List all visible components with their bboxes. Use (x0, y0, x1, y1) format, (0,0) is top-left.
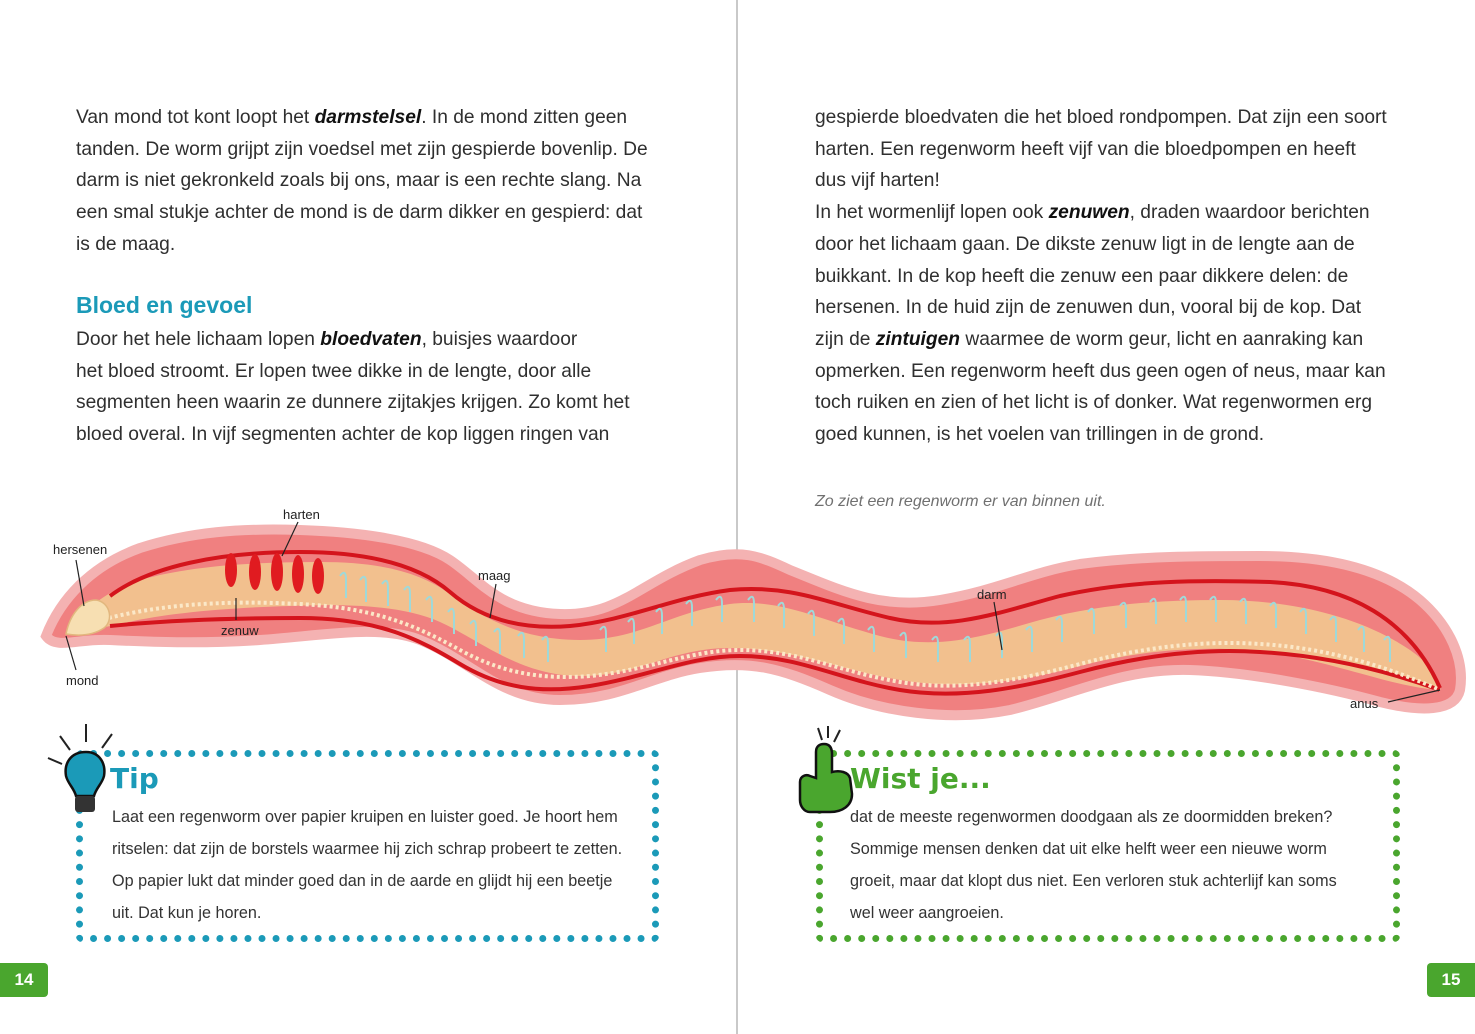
page-number: 15 (1427, 963, 1475, 997)
text-run: is de maag. (76, 233, 176, 255)
text-line: een smal stukje achter de mond is de dar… (76, 197, 696, 229)
text-run: darm is niet gekronkeld zoals bij ons, m… (76, 170, 642, 192)
label-anus: anus (1350, 696, 1379, 711)
text-run: buikkant. In de kop heeft die zenuw een … (815, 265, 1349, 287)
box-line: dat de meeste regenwormen doodgaan als z… (850, 808, 1333, 826)
text-run: In het wormenlijf lopen ook (815, 202, 1049, 224)
text-run: toch ruiken en zien of het licht is of d… (815, 392, 1373, 414)
page-number: 14 (0, 963, 48, 997)
text-run: hersenen. In de huid zijn de zenuwen dun… (815, 297, 1362, 319)
label-maag: maag (478, 568, 511, 583)
text-line: bloed overal. In vijf segmenten achter d… (76, 419, 696, 451)
worm-illustration: hersenen harten maag zenuw mond darm anu… (40, 507, 1466, 721)
text-run: door het lichaam gaan. De dikste zenuw l… (815, 233, 1355, 255)
text-line: opmerken. Een regenworm heeft dus geen o… (815, 356, 1445, 388)
text-run: tanden. De worm grijpt zijn voedsel met … (76, 138, 648, 160)
text-run: gespierde bloedvaten die het bloed rondp… (815, 107, 1387, 128)
text-run: dus vijf harten! (815, 170, 940, 192)
key-term: darmstelsel (314, 107, 422, 128)
key-term: bloedvaten (320, 329, 422, 350)
text-run: opmerken. Een regenworm heeft dus geen o… (815, 360, 1386, 382)
paragraph-nerves: gespierde bloedvaten die het bloed rondp… (815, 102, 1445, 451)
key-term: zenuwen (1048, 202, 1130, 224)
wist-je-title: Wist je... (850, 762, 991, 795)
worm-segments (339, 571, 1391, 662)
label-zenuw: zenuw (221, 623, 259, 638)
box-line: Sommige mensen denken dat uit elke helft… (850, 840, 1327, 858)
text-run: zijn de (815, 328, 876, 350)
text-line: goed kunnen, is het voelen van trillinge… (815, 419, 1445, 451)
text-run: , draden waardoor berichten (1129, 202, 1370, 224)
label-hersenen: hersenen (53, 542, 107, 557)
text-line: toch ruiken en zien of het licht is of d… (815, 387, 1445, 419)
tip-box (76, 750, 659, 942)
text-line: Door het hele lichaam lopen bloedvaten, … (76, 324, 696, 356)
box-line: Laat een regenworm over papier kruipen e… (112, 808, 618, 826)
text-line: segmenten heen waarin ze dunnere zijtakj… (76, 387, 696, 419)
pointing-hand-icon (798, 726, 854, 814)
text-line: Van mond tot kont loopt het darmstelsel.… (76, 102, 696, 134)
worm-hearts (225, 553, 324, 594)
wist-je-box (816, 750, 1400, 942)
label-mond: mond (66, 673, 99, 688)
text-line: hersenen. In de huid zijn de zenuwen dun… (815, 292, 1445, 324)
worm-caption: Zo ziet een regenworm er van binnen uit. (815, 493, 1106, 510)
box-line: uit. Dat kun je horen. (112, 904, 262, 922)
box-line: Op papier lukt dat minder goed dan in de… (112, 872, 613, 890)
key-term: zintuigen (875, 328, 960, 350)
label-darm: darm (977, 587, 1007, 602)
text-line: darm is niet gekronkeld zoals bij ons, m… (76, 165, 696, 197)
paragraph-digestive: Van mond tot kont loopt het darmstelsel.… (76, 102, 696, 261)
worm-brain (65, 599, 111, 636)
text-line: buikkant. In de kop heeft die zenuw een … (815, 261, 1445, 293)
worm-gut (70, 562, 1441, 690)
blood-vessel-bottom (109, 615, 1441, 696)
text-run: segmenten heen waarin ze dunnere zijtakj… (76, 392, 630, 414)
text-run: . In de mond zitten geen (421, 107, 628, 128)
tip-title: Tip (110, 762, 159, 795)
blood-vessel-top (108, 549, 1442, 689)
tip-text: Laat een regenworm over papier kruipen e… (112, 801, 652, 929)
wist-je-text: dat de meeste regenwormen doodgaan als z… (850, 801, 1390, 929)
text-line: tanden. De worm grijpt zijn voedsel met … (76, 134, 696, 166)
section-heading: Bloed en gevoel (76, 292, 253, 318)
text-line: harten. Een regenworm heeft vijf van die… (815, 134, 1445, 166)
text-line: dus vijf harten! (815, 165, 1445, 197)
paragraph-blood: Door het hele lichaam lopen bloedvaten, … (76, 324, 696, 451)
text-run: goed kunnen, is het voelen van trillinge… (815, 424, 1265, 446)
text-run: bloed overal. In vijf segmenten achter d… (76, 424, 610, 446)
text-run: het bloed stroomt. Er lopen twee dikke i… (76, 360, 592, 382)
text-line: In het wormenlijf lopen ook zenuwen, dra… (815, 197, 1445, 229)
text-line: is de maag. (76, 229, 696, 261)
box-line: ritselen: dat zijn de borstels waarmee h… (112, 840, 623, 858)
text-run: harten. Een regenworm heeft vijf van die… (815, 138, 1356, 160)
text-run: Door het hele lichaam lopen (76, 329, 321, 350)
text-run: , buisjes waardoor (421, 329, 578, 350)
text-run: waarmee de worm geur, licht en aanraking… (960, 328, 1364, 350)
lightbulb-icon (47, 724, 113, 812)
text-line: zijn de zintuigen waarmee de worm geur, … (815, 324, 1445, 356)
text-line: gespierde bloedvaten die het bloed rondp… (815, 102, 1445, 134)
nerve-cord (79, 600, 1441, 692)
right-page: gespierde bloedvaten die het bloed rondp… (738, 0, 1475, 1034)
box-line: wel weer aangroeien. (850, 904, 1004, 922)
label-harten: harten (283, 507, 320, 522)
left-page: Van mond tot kont loopt het darmstelsel.… (0, 0, 737, 1034)
text-run: een smal stukje achter de mond is de dar… (76, 202, 643, 224)
text-line: door het lichaam gaan. De dikste zenuw l… (815, 229, 1445, 261)
text-line: het bloed stroomt. Er lopen twee dikke i… (76, 356, 696, 388)
page-gutter (736, 0, 738, 1034)
box-line: groeit, maar dat klopt dus niet. Een ver… (850, 872, 1337, 890)
text-run: Van mond tot kont loopt het (76, 107, 315, 128)
label-leaders (65, 521, 1441, 703)
